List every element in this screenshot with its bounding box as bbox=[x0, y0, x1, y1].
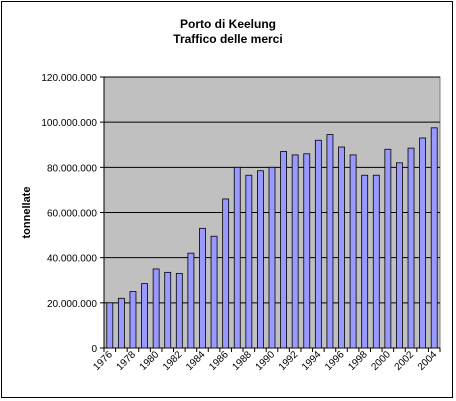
x-tick-label: 2004 bbox=[416, 349, 440, 373]
bar bbox=[396, 162, 403, 349]
bar bbox=[187, 252, 195, 349]
bar bbox=[117, 297, 125, 349]
bar bbox=[314, 139, 322, 349]
x-tick-label: 1998 bbox=[346, 349, 370, 373]
y-tick-label: 100.000.000 bbox=[41, 118, 97, 129]
bar bbox=[407, 147, 415, 349]
x-tick-label: 1986 bbox=[207, 349, 231, 373]
bar bbox=[106, 302, 114, 349]
bar bbox=[291, 154, 299, 349]
y-tick-label: 0 bbox=[91, 344, 97, 355]
bar bbox=[129, 291, 137, 349]
bar bbox=[430, 127, 438, 349]
x-tick-label: 2002 bbox=[393, 349, 417, 373]
x-tick-label: 1990 bbox=[254, 349, 278, 373]
x-tick-label: 1978 bbox=[115, 349, 139, 373]
x-tick-label: 2000 bbox=[369, 349, 393, 373]
x-tick-label: 1984 bbox=[184, 349, 208, 373]
y-tick-label: 120.000.000 bbox=[41, 73, 97, 84]
bar bbox=[361, 174, 369, 349]
bar bbox=[210, 235, 218, 349]
x-tick-label: 1982 bbox=[161, 349, 185, 373]
bar bbox=[349, 154, 357, 349]
bar bbox=[245, 174, 253, 349]
bar bbox=[419, 137, 427, 349]
bar bbox=[372, 174, 380, 349]
bar bbox=[280, 151, 287, 349]
bar bbox=[199, 227, 206, 349]
bar bbox=[141, 283, 148, 349]
y-tick-label: 80.000.000 bbox=[47, 163, 97, 174]
y-tick-label: 20.000.000 bbox=[47, 299, 97, 310]
bar bbox=[268, 166, 276, 349]
chart-title: Porto di Keelung bbox=[180, 17, 276, 31]
x-tick-label: 1992 bbox=[277, 349, 301, 373]
bar bbox=[338, 146, 345, 349]
chart-subtitle: Traffico delle merci bbox=[173, 32, 283, 46]
y-axis-label: tonnellate bbox=[21, 187, 33, 239]
bar bbox=[384, 148, 392, 349]
x-tick-label: 1994 bbox=[300, 349, 324, 373]
bar bbox=[222, 198, 230, 349]
x-tick-label: 1988 bbox=[230, 349, 254, 373]
bar bbox=[257, 170, 264, 349]
x-tick-label: 1996 bbox=[323, 349, 347, 373]
y-tick-label: 40.000.000 bbox=[47, 254, 97, 265]
bar bbox=[152, 268, 160, 349]
y-tick-label: 60.000.000 bbox=[47, 209, 97, 220]
x-tick-label: 1980 bbox=[138, 349, 162, 373]
bar bbox=[303, 153, 311, 349]
bar bbox=[164, 271, 172, 349]
bar bbox=[233, 166, 241, 349]
bar bbox=[175, 273, 183, 349]
bar bbox=[326, 134, 334, 349]
